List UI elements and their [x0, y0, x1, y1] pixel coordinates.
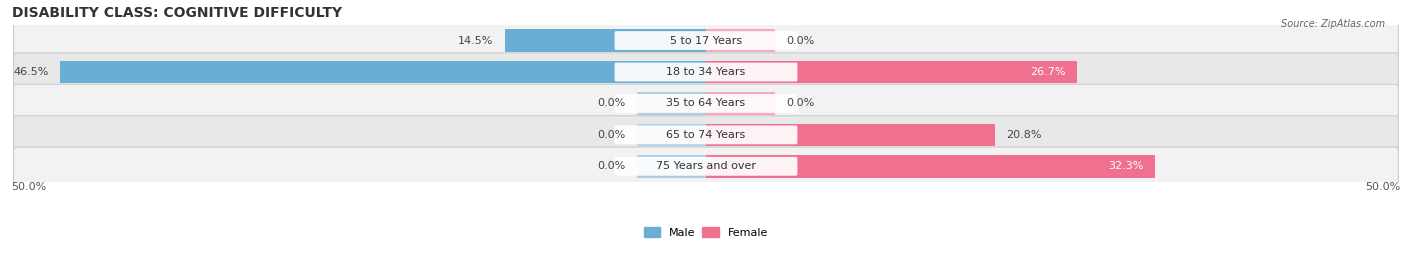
FancyBboxPatch shape: [14, 147, 1399, 185]
Bar: [505, 29, 706, 52]
Text: 50.0%: 50.0%: [11, 182, 46, 192]
Text: 18 to 34 Years: 18 to 34 Years: [666, 67, 745, 77]
Bar: [706, 29, 776, 52]
Text: 65 to 74 Years: 65 to 74 Years: [666, 130, 745, 140]
Text: 14.5%: 14.5%: [458, 36, 494, 46]
FancyBboxPatch shape: [614, 63, 797, 82]
Bar: [706, 155, 1154, 178]
FancyBboxPatch shape: [14, 53, 1399, 91]
FancyBboxPatch shape: [614, 157, 797, 176]
Text: 46.5%: 46.5%: [14, 67, 49, 77]
Text: 26.7%: 26.7%: [1031, 67, 1066, 77]
Text: 0.0%: 0.0%: [786, 98, 815, 108]
Text: DISABILITY CLASS: COGNITIVE DIFFICULTY: DISABILITY CLASS: COGNITIVE DIFFICULTY: [11, 6, 342, 20]
FancyBboxPatch shape: [14, 84, 1399, 123]
Bar: [637, 92, 706, 115]
Text: 0.0%: 0.0%: [598, 98, 626, 108]
Legend: Male, Female: Male, Female: [640, 223, 773, 242]
Bar: [706, 123, 995, 146]
FancyBboxPatch shape: [14, 22, 1399, 60]
Bar: [706, 92, 776, 115]
Text: 5 to 17 Years: 5 to 17 Years: [669, 36, 742, 46]
FancyBboxPatch shape: [614, 125, 797, 144]
Bar: [706, 61, 1077, 83]
Text: 0.0%: 0.0%: [598, 161, 626, 171]
Text: 20.8%: 20.8%: [1005, 130, 1042, 140]
Text: 32.3%: 32.3%: [1108, 161, 1143, 171]
Bar: [637, 123, 706, 146]
FancyBboxPatch shape: [614, 31, 797, 50]
Text: Source: ZipAtlas.com: Source: ZipAtlas.com: [1281, 19, 1385, 29]
Bar: [60, 61, 706, 83]
Text: 0.0%: 0.0%: [598, 130, 626, 140]
Text: 35 to 64 Years: 35 to 64 Years: [666, 98, 745, 108]
FancyBboxPatch shape: [14, 116, 1399, 154]
Text: 75 Years and over: 75 Years and over: [657, 161, 756, 171]
Text: 50.0%: 50.0%: [1365, 182, 1400, 192]
FancyBboxPatch shape: [614, 94, 797, 113]
Bar: [637, 155, 706, 178]
Text: 0.0%: 0.0%: [786, 36, 815, 46]
